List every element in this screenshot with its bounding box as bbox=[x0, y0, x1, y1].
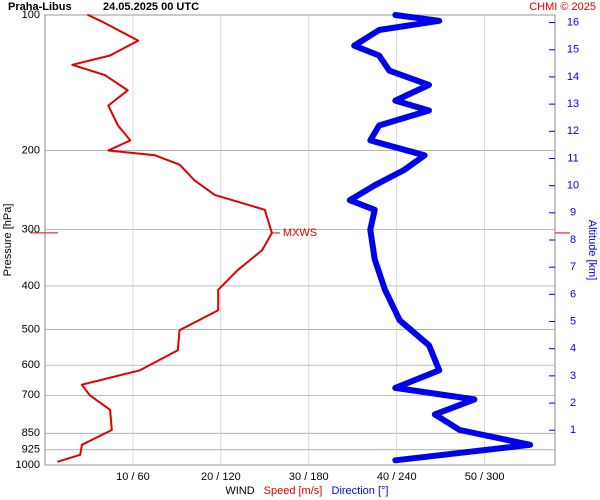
y2-tick-label: 9 bbox=[570, 207, 576, 219]
y2-tick-label: 5 bbox=[570, 315, 576, 327]
chart-title: 24.05.2025 00 UTC bbox=[103, 1, 199, 13]
x-axis-label: WIND bbox=[225, 485, 254, 497]
y2-tick-label: 3 bbox=[570, 370, 576, 382]
y2-tick-label: 11 bbox=[567, 152, 578, 164]
y2-tick-label: 14 bbox=[567, 71, 579, 83]
plot-frame bbox=[44, 14, 556, 466]
y2-tick-label: 2 bbox=[570, 397, 576, 409]
y2-tick-label: 13 bbox=[567, 98, 579, 110]
x-tick-label: 30 / 180 bbox=[289, 471, 329, 483]
y2-tick-label: 10 bbox=[567, 180, 579, 192]
profile-line bbox=[346, 12, 534, 464]
legend-speed: Speed [m/s] bbox=[264, 485, 323, 497]
y2-tick-label: 15 bbox=[567, 44, 579, 56]
y-tick-label: 100 bbox=[22, 9, 40, 21]
y-tick-label: 925 bbox=[22, 444, 40, 456]
y-tick-label: 500 bbox=[22, 323, 40, 335]
max-wind-label: MXWS bbox=[283, 227, 317, 239]
x-tick-label: 10 / 60 bbox=[116, 471, 150, 483]
y-tick-label: 1000 bbox=[16, 459, 40, 471]
y-tick-label: 600 bbox=[22, 359, 40, 371]
y-tick-label: 850 bbox=[22, 427, 40, 439]
y2-tick-label: 16 bbox=[567, 17, 579, 29]
y2-tick-label: 4 bbox=[570, 343, 576, 355]
y-tick-label: 700 bbox=[22, 389, 40, 401]
credit: CHMI © 2025 bbox=[529, 1, 596, 13]
y2-tick-label: 8 bbox=[570, 234, 576, 246]
y-axis-label: Pressure [hPa] bbox=[2, 204, 14, 277]
y2-tick-label: 7 bbox=[570, 261, 576, 273]
legend-direction: Direction [°] bbox=[332, 485, 389, 497]
y2-tick-label: 1 bbox=[570, 424, 576, 436]
station: Praha-Libus bbox=[8, 1, 72, 13]
y-tick-label: 200 bbox=[22, 144, 40, 156]
y-tick-label: 300 bbox=[22, 224, 40, 236]
y2-axis-label: Altitude [km] bbox=[586, 220, 598, 281]
profile-line bbox=[57, 14, 273, 463]
x-tick-label: 50 / 300 bbox=[465, 471, 505, 483]
y2-tick-label: 12 bbox=[567, 125, 579, 137]
y2-tick-label: 6 bbox=[570, 288, 576, 300]
x-tick-label: 20 / 120 bbox=[201, 471, 241, 483]
x-tick-label: 40 / 240 bbox=[377, 471, 417, 483]
y-tick-label: 400 bbox=[22, 280, 40, 292]
